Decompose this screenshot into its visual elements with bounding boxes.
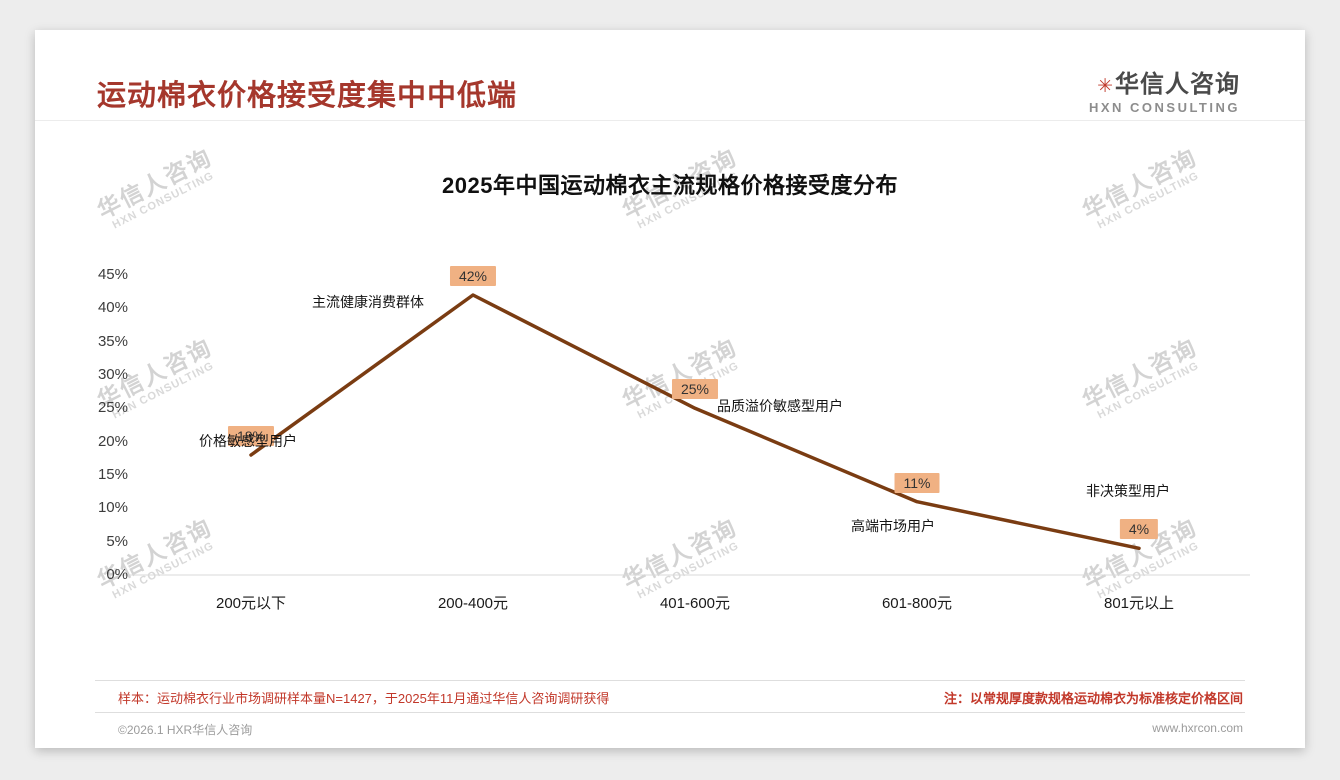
report-header: 运动棉衣价格接受度集中中低端 ✳华信人咨询 HXN CONSULTING	[35, 30, 1305, 121]
point-annotation: 主流健康消费群体	[312, 294, 424, 310]
data-line	[249, 293, 1141, 551]
logo-star-icon: ✳	[1097, 76, 1114, 97]
sample-note: 样本：运动棉衣行业市场调研样本量N=1427，于2025年11月通过华信人咨询调…	[118, 691, 610, 706]
price-basis-note: 注：以常规厚度款规格运动棉衣为标准核定价格区间	[943, 691, 1243, 706]
point-annotation: 非决策型用户	[1086, 483, 1170, 500]
data-point-value-label: 18%	[227, 426, 275, 446]
logo-subtitle: HXN CONSULTING	[1088, 100, 1240, 115]
x-axis-category-label: 401-600元	[659, 595, 731, 612]
company-logo: ✳华信人咨询 HXN CONSULTING	[1089, 64, 1240, 115]
y-axis-tick-label: 30%	[97, 366, 128, 383]
data-point-value-label: 11%	[894, 472, 940, 493]
y-axis-tick-label: 20%	[97, 432, 128, 450]
website-url: www.hxrcon.com	[1152, 721, 1243, 735]
page-title: 运动棉衣价格接受度集中中低端	[97, 80, 518, 112]
y-axis-tick-label: 15%	[97, 466, 128, 483]
footer-bottom-divider	[95, 712, 1245, 713]
data-point-value-label: 42%	[449, 266, 497, 286]
footer-top-divider	[95, 680, 1245, 681]
report-card: 华信人咨询 HXN CONSULTING 华信人咨询 HXN CONSULTING 华信…	[35, 30, 1305, 748]
logo-name: 华信人咨询	[1115, 71, 1240, 98]
line-chart: 0% 5% 10% 15% 20% 25% 30% 35% 40% 45% 200元以下 200-40…	[55, 245, 1275, 640]
y-axis-tick-label: 45%	[97, 266, 128, 283]
y-axis-tick-label: 0%	[106, 566, 128, 583]
y-axis-tick-label: 10%	[97, 499, 128, 517]
y-axis-tick-label: 25%	[97, 399, 128, 417]
chart-canvas	[118, 293, 1250, 576]
y-axis-tick-label: 40%	[97, 299, 128, 317]
y-axis-tick-label: 35%	[97, 332, 128, 350]
chart-title: 2025年中国运动棉衣主流规格价格接受度分布	[442, 173, 898, 198]
point-annotation: 价格敏感型用户	[199, 433, 297, 449]
x-axis-category-label: 601-800元	[881, 595, 953, 612]
point-annotation: 高端市场用户	[851, 517, 935, 534]
y-axis-tick-label: 5%	[106, 532, 128, 550]
point-annotation: 品质溢价敏感型用户	[717, 398, 843, 415]
logo-name-row: ✳华信人咨询	[1089, 64, 1240, 99]
x-axis-category-label: 801元以上	[1103, 595, 1175, 612]
data-point-value-label: 25%	[671, 379, 719, 400]
x-axis-category-label: 200元以下	[215, 595, 287, 612]
copyright-text: ©2026.1 HXR华信人咨询	[118, 723, 253, 737]
data-point-value-label: 4%	[1119, 519, 1159, 540]
x-axis-category-label: 200-400元	[437, 595, 509, 612]
